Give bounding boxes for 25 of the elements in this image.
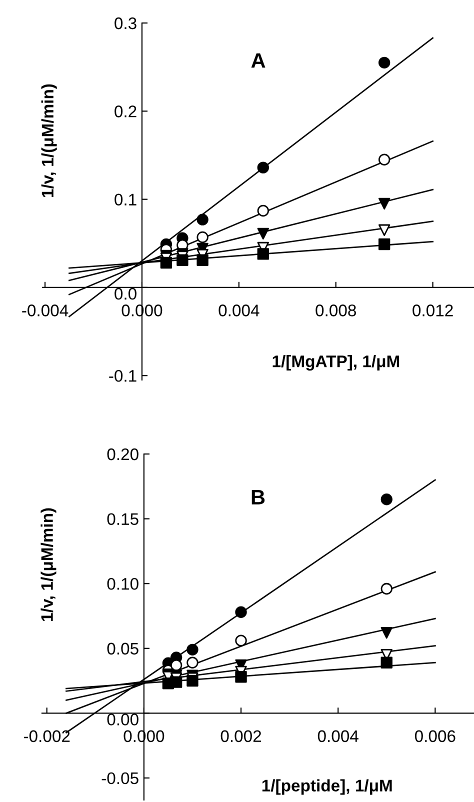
y-tick-label: 0.15	[107, 513, 138, 525]
x-tick-label: 0.012	[412, 304, 453, 316]
x-axis-title: 1/[MgATP], 1/μM	[272, 355, 400, 371]
x-tick-label: 0.008	[316, 304, 356, 316]
x-tick-label: 0.006	[414, 730, 456, 742]
y-axis-title: 1/v, 1/(μM/min)	[40, 508, 56, 621]
y-tick-label: 0.2	[114, 106, 136, 118]
text: A	[251, 53, 266, 68]
y-tick-label: 0.3	[114, 17, 136, 30]
y-axis-title: 1/v, 1/(μM/min)	[41, 84, 57, 198]
x-tick-label: 0.004	[218, 304, 260, 316]
x-axis-title: 1/[peptide], 1/μM	[262, 779, 392, 795]
y-tick-label: 0.10	[107, 578, 138, 590]
x-tick-label: -0.004	[22, 304, 68, 316]
y-tick-label: 0.0	[114, 288, 136, 300]
y-tick-label: 0.05	[107, 642, 138, 655]
x-tick-label: -0.002	[24, 730, 70, 742]
y-tick-label: 0.20	[107, 448, 138, 460]
y-tick-label: 0.1	[114, 194, 136, 206]
x-tick-label: 0.004	[318, 730, 358, 742]
x-tick-label: 0.002	[220, 730, 262, 742]
text: B	[252, 490, 265, 504]
y-tick-label: -0.1	[109, 370, 136, 382]
y-tick-label: 0.00	[107, 714, 138, 726]
y-tick-label: -0.05	[102, 772, 138, 784]
